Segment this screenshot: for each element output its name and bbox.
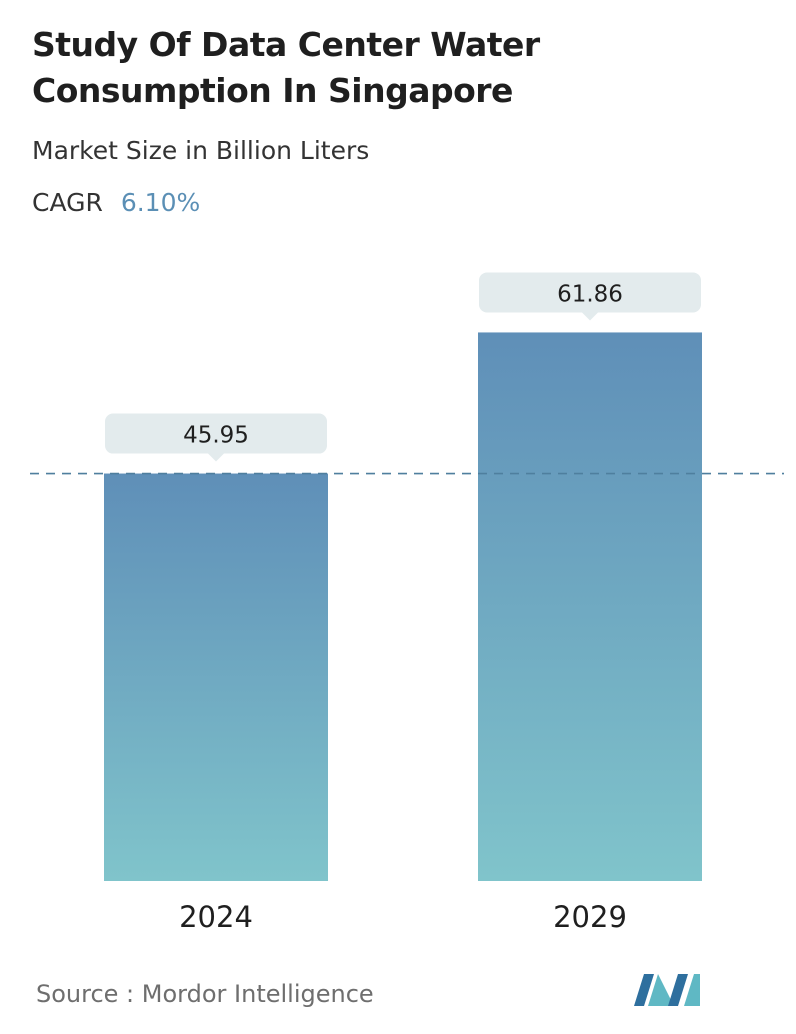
logo-left-stroke [634, 974, 654, 1006]
bar-2024 [104, 473, 328, 881]
source-text: Source : Mordor Intelligence [36, 980, 374, 1008]
value-label-text: 45.95 [183, 423, 249, 449]
x-tick-label-2024: 2024 [179, 900, 253, 934]
value-label-2024: 45.95 [105, 413, 327, 462]
cagr-row: CAGR 6.10% [32, 188, 200, 217]
bar-2029 [478, 332, 702, 881]
logo-right-tail [684, 974, 700, 1006]
value-label-text: 61.86 [557, 281, 623, 307]
x-tick-label-2029: 2029 [553, 900, 627, 934]
chart-title: Study Of Data Center Water Consumption I… [32, 25, 540, 110]
logo-middle-stroke [648, 974, 674, 1006]
mordor-logo [634, 974, 700, 1006]
chart-subtitle: Market Size in Billion Liters [32, 136, 370, 165]
value-label-2029: 61.86 [479, 272, 701, 321]
logo-right-stroke [668, 974, 688, 1006]
cagr-value: 6.10% [120, 188, 201, 217]
cagr-label: CAGR [32, 188, 103, 217]
